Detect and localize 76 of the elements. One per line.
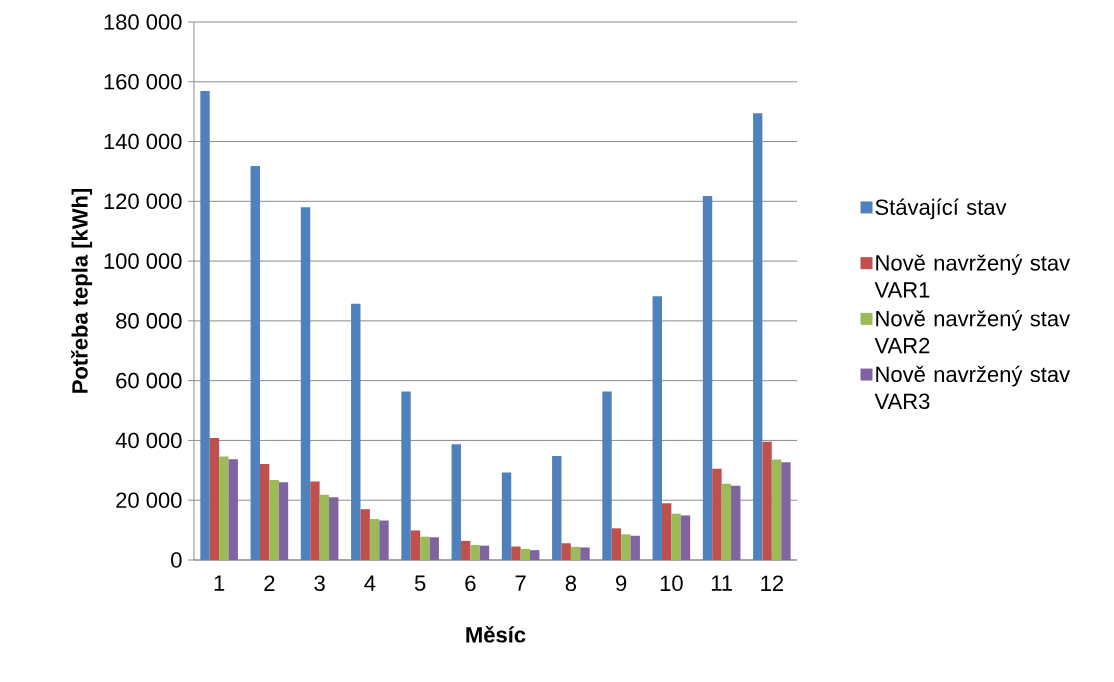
bar bbox=[278, 482, 289, 560]
bar bbox=[369, 519, 380, 560]
bar bbox=[219, 456, 229, 560]
bar bbox=[661, 503, 672, 560]
bar bbox=[319, 494, 330, 560]
bar bbox=[269, 479, 279, 560]
x-tick-label: 1 bbox=[214, 575, 225, 591]
bar bbox=[351, 303, 361, 560]
bar bbox=[530, 550, 540, 560]
x-tick-label: 12 bbox=[761, 575, 784, 591]
y-tick-label: 120 000 bbox=[104, 193, 182, 210]
bar bbox=[731, 485, 741, 560]
x-tick-label: 11 bbox=[711, 575, 732, 591]
x-tick-label: 3 bbox=[314, 575, 325, 592]
bar bbox=[771, 459, 782, 560]
bar bbox=[702, 195, 713, 560]
legend-label: Stávající stav bbox=[875, 198, 1007, 220]
bar bbox=[671, 513, 681, 560]
bar bbox=[753, 113, 763, 560]
y-tick-label: 180 000 bbox=[104, 14, 182, 30]
bar bbox=[762, 441, 772, 560]
bar bbox=[200, 91, 210, 560]
y-axis-title: Potřeba tepla [kWh] bbox=[71, 188, 93, 393]
bar bbox=[580, 547, 590, 560]
bar bbox=[259, 464, 270, 560]
bar bbox=[680, 515, 691, 560]
y-tick-label: 160 000 bbox=[104, 73, 182, 90]
bar bbox=[401, 391, 411, 560]
legend-label: Nově navržený stav VAR3 bbox=[874, 365, 1071, 410]
bar bbox=[611, 528, 622, 560]
bar bbox=[451, 444, 461, 560]
y-tick-label: 140 000 bbox=[104, 133, 182, 150]
bar bbox=[479, 545, 490, 560]
bar bbox=[410, 530, 421, 560]
bar bbox=[310, 481, 320, 560]
x-tick-label: 10 bbox=[660, 575, 683, 592]
y-tick-label: 40 000 bbox=[115, 432, 182, 449]
bar bbox=[561, 543, 571, 560]
bar bbox=[652, 296, 662, 560]
bar bbox=[250, 166, 260, 560]
x-axis-title: Měsíc bbox=[466, 625, 526, 643]
legend-label: Nově navržený stav VAR1 bbox=[874, 254, 1071, 298]
y-tick-label: 0 bbox=[171, 552, 182, 568]
y-tick-label: 60 000 bbox=[116, 372, 182, 389]
x-tick-label: 2 bbox=[264, 575, 275, 591]
bar bbox=[520, 548, 531, 560]
y-tick-label: 20 000 bbox=[116, 492, 182, 508]
x-tick-label: 6 bbox=[465, 575, 476, 592]
x-tick-label: 4 bbox=[364, 575, 376, 591]
bar bbox=[379, 520, 389, 560]
bar bbox=[420, 536, 430, 560]
bar bbox=[721, 483, 732, 560]
bar bbox=[429, 537, 439, 560]
bar bbox=[781, 462, 791, 560]
bar bbox=[300, 207, 311, 560]
bar bbox=[460, 540, 471, 560]
bar bbox=[511, 546, 521, 560]
bar bbox=[602, 391, 612, 560]
bar bbox=[209, 437, 220, 560]
x-tick-label: 5 bbox=[414, 575, 426, 591]
bar bbox=[360, 509, 370, 560]
bar bbox=[501, 472, 512, 560]
bar bbox=[570, 546, 581, 560]
y-tick-label: 80 000 bbox=[116, 313, 182, 329]
bar bbox=[630, 535, 640, 560]
bar bbox=[470, 545, 480, 560]
x-tick-label: 7 bbox=[515, 575, 526, 591]
x-tick-label: 8 bbox=[565, 575, 577, 592]
legend-label: Nově navržený stav VAR2 bbox=[874, 309, 1071, 354]
x-tick-label: 9 bbox=[616, 575, 627, 592]
bar bbox=[552, 455, 562, 560]
bar bbox=[329, 497, 339, 560]
bar bbox=[621, 534, 631, 560]
bar bbox=[228, 459, 238, 560]
y-tick-label: 100 000 bbox=[104, 253, 182, 269]
bar bbox=[712, 468, 722, 560]
